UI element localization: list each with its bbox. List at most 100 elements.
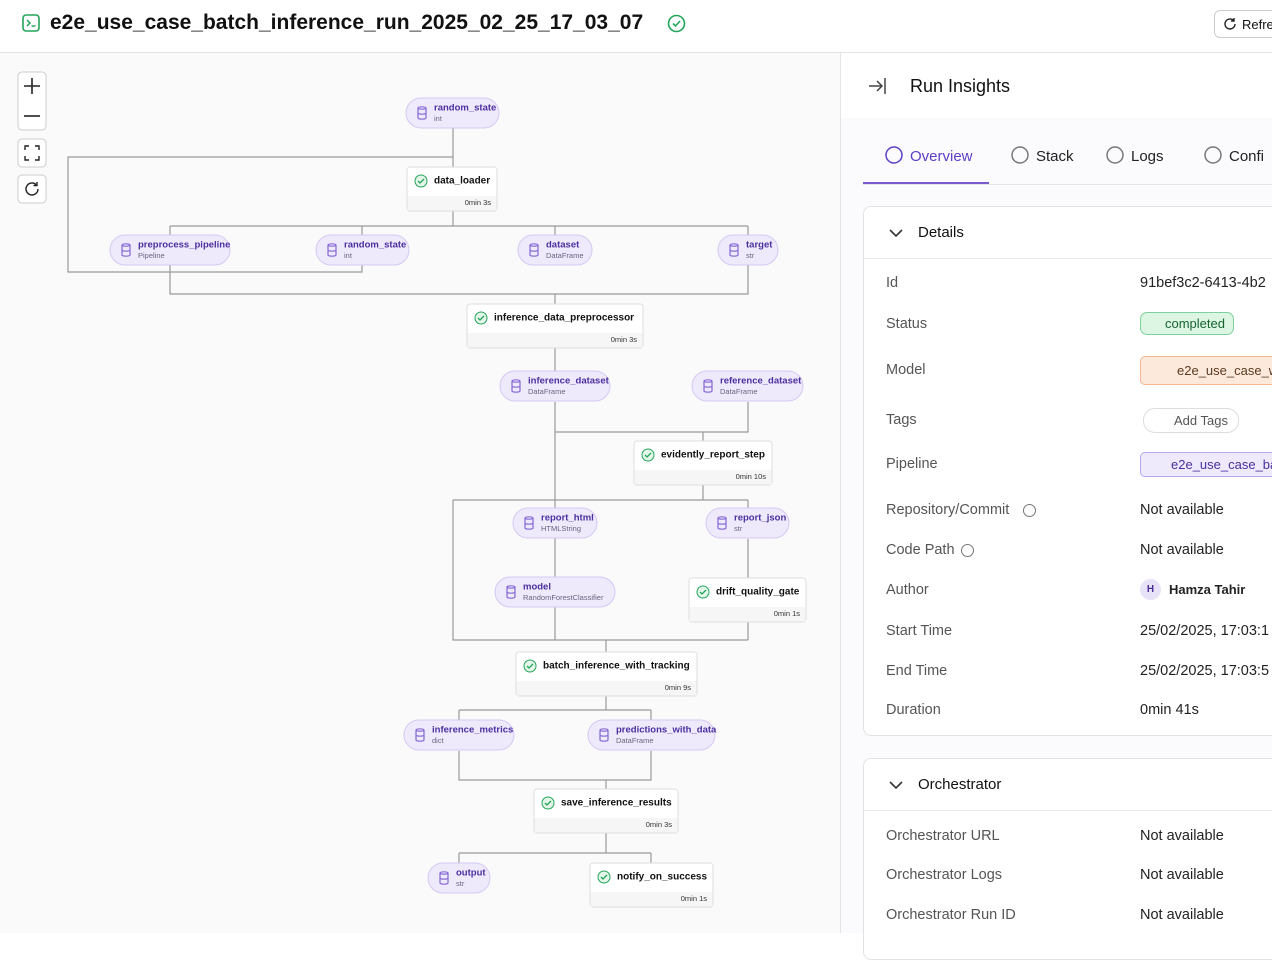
step-duration: 0min 1s: [681, 894, 708, 903]
row-value: Not available: [1140, 542, 1224, 558]
artifact-icon: [121, 243, 131, 257]
refresh-button[interactable]: Refre: [1214, 10, 1272, 38]
artifact-type: Pipeline: [138, 251, 165, 260]
artifact-pill: [517, 234, 593, 266]
row-label: Model: [886, 362, 926, 378]
row-value: 25/02/2025, 17:03:5: [1140, 663, 1270, 679]
step-duration: 0min 1s: [774, 609, 801, 618]
reset-view[interactable]: [17, 174, 47, 204]
step-name: save_inference_results: [561, 798, 672, 809]
row-value: Not available: [1140, 867, 1224, 883]
row-value: e2e_use_case_w: [1140, 356, 1272, 385]
row-label: Orchestrator Logs: [886, 867, 1003, 883]
step-name: notify_on_success: [617, 872, 707, 883]
step-footer: [634, 470, 772, 485]
artifact-name: inference_dataset: [528, 376, 610, 387]
tab-icon: [1011, 146, 1029, 164]
artifact-name: output: [456, 868, 486, 879]
artifact-icon: [327, 243, 337, 257]
fit-view[interactable]: [17, 138, 47, 168]
step-node[interactable]: save_inference_results 0min 3s: [533, 788, 679, 834]
artifact-type: int: [434, 114, 443, 123]
step-check: [600, 874, 608, 880]
artifact-name: report_json: [734, 513, 786, 524]
row-label: Status: [886, 316, 928, 332]
artifact-pill: [403, 719, 515, 751]
tab[interactable]: Overview: [880, 146, 973, 178]
run-title: e2e_use_case_batch_inference_run_2025_02…: [50, 11, 644, 34]
artifact-pill: [109, 234, 231, 266]
info-icon: [961, 544, 974, 557]
artifact-type: DataFrame: [528, 387, 566, 396]
tab-icon: [1106, 146, 1124, 164]
artifact-type: RandomForestClassifier: [523, 593, 604, 602]
row-value: Hamza Tahir: [1169, 582, 1246, 597]
step-check: [699, 589, 707, 595]
step-name: inference_data_preprocessor: [494, 313, 634, 324]
step-node[interactable]: notify_on_success 0min 1s: [589, 862, 714, 908]
chevron[interactable]: [889, 228, 903, 238]
artifact-type: str: [734, 524, 743, 533]
step-duration: 0min 3s: [646, 820, 673, 829]
chevron[interactable]: [889, 780, 903, 790]
step-node[interactable]: batch_inference_with_tracking 0min 9s: [515, 651, 698, 697]
row-label: End Time: [886, 663, 948, 679]
artifact-type: DataFrame: [546, 251, 584, 260]
row-label: Orchestrator Run ID: [886, 907, 1016, 923]
artifact-type: DataFrame: [616, 736, 654, 745]
tab-label: Confi: [1229, 148, 1265, 165]
row-label: Repository/Commit: [886, 502, 1010, 518]
card-title: Details: [918, 224, 964, 241]
tab[interactable]: Stack: [1006, 146, 1074, 178]
artifact-pill: [691, 370, 804, 402]
artifact-icon: [729, 243, 739, 257]
collapse-icon[interactable]: [867, 76, 887, 96]
step-node[interactable]: data_loader 0min 3s: [406, 166, 498, 212]
step-node[interactable]: evidently_report_step 0min 10s: [633, 440, 773, 486]
row-value: Add Tags: [1143, 408, 1239, 433]
step-node[interactable]: drift_quality_gate 0min 1s: [688, 577, 807, 623]
artifact-name: preprocess_pipeline: [138, 240, 230, 251]
artifact-pill: [717, 234, 779, 266]
artifact-pill: [494, 576, 616, 608]
step-footer: [516, 681, 697, 696]
artifact-type: DataFrame: [720, 387, 758, 396]
artifact-name: report_html: [541, 513, 594, 524]
artifact-pill: [512, 507, 598, 539]
panel-header: Run Insights: [841, 53, 1272, 119]
artifact-type: str: [746, 251, 755, 260]
row-label: Orchestrator URL: [886, 828, 1000, 844]
step-name: data_loader: [434, 176, 490, 187]
tab[interactable]: Logs: [1101, 146, 1164, 178]
artifact-pill: [499, 370, 611, 402]
tab[interactable]: Confi: [1199, 146, 1265, 178]
artifact-type: int: [344, 251, 353, 260]
artifact-name: reference_dataset: [720, 376, 802, 387]
avatar: H: [1140, 579, 1161, 600]
artifact-icon: [717, 516, 727, 530]
artifact-icon: [506, 585, 516, 599]
row-value: Not available: [1140, 828, 1224, 844]
row-value: Not available: [1140, 907, 1224, 923]
tab-icon: [1204, 146, 1222, 164]
run-icon: [22, 14, 40, 32]
zoom-in[interactable]: [24, 78, 40, 94]
step-status: [414, 174, 428, 188]
step-node[interactable]: inference_data_preprocessor 0min 3s: [466, 303, 644, 349]
step-check: [477, 315, 485, 321]
row-value: Not available: [1140, 502, 1224, 518]
